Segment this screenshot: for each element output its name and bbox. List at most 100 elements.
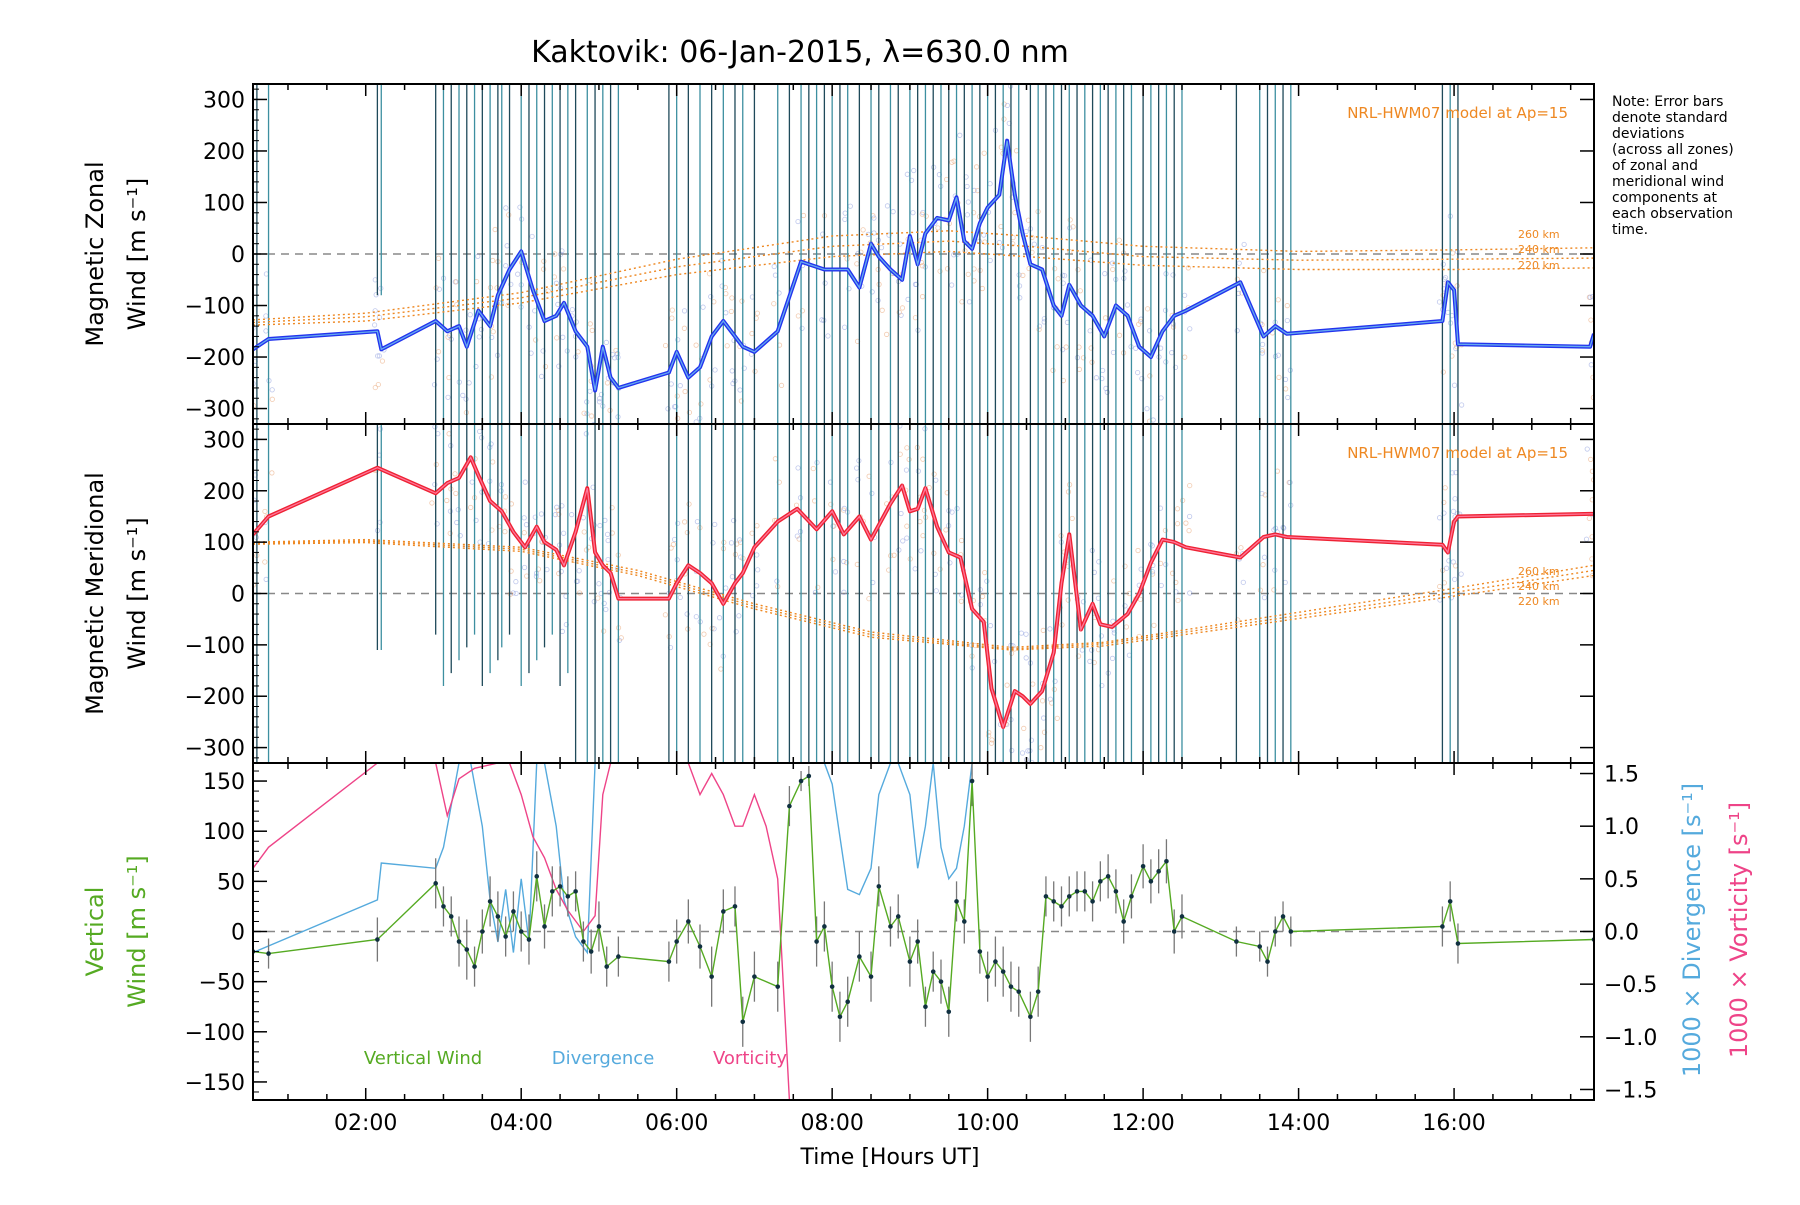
meridional-zone-point bbox=[556, 511, 562, 517]
zonal-zone-point bbox=[1075, 267, 1081, 273]
meridional-zone-point bbox=[1261, 554, 1268, 560]
vertical-wind-point bbox=[721, 909, 726, 914]
zonal-zone-point bbox=[1104, 389, 1110, 395]
zonal-zone-point bbox=[569, 307, 575, 313]
meridional-zone-point bbox=[576, 568, 582, 574]
zonal-zone-point bbox=[475, 253, 481, 259]
right-axis-tick-label: 1.5 bbox=[1604, 763, 1639, 788]
meridional-y-label-line1: Magnetic Meridional bbox=[81, 472, 109, 715]
vertical-wind-point bbox=[534, 874, 540, 879]
zonal-zone-point bbox=[1055, 276, 1061, 282]
vertical-wind-point bbox=[1265, 959, 1270, 964]
zonal-zone-point bbox=[871, 230, 877, 236]
vertical-wind-point bbox=[1156, 869, 1161, 874]
zonal-zone-point bbox=[662, 342, 669, 349]
zonal-zone-point bbox=[1170, 272, 1176, 278]
zonal-zone-point bbox=[693, 419, 699, 424]
zonal-zone-point bbox=[573, 319, 579, 325]
zonal-zone-point bbox=[675, 337, 681, 343]
zonal-zone-point bbox=[919, 294, 926, 300]
meridional-zone-point bbox=[453, 490, 459, 497]
meridional-zone-point bbox=[737, 537, 743, 543]
vertical-wind-point bbox=[1028, 1014, 1033, 1020]
meridional-zone-point bbox=[1163, 561, 1169, 568]
zonal-zone-point bbox=[708, 294, 714, 300]
right-axis-tick-label: −1.5 bbox=[1604, 1078, 1657, 1103]
zonal-model-260-km bbox=[253, 230, 1594, 321]
meridional-zone-point bbox=[707, 641, 713, 647]
vertical-wind-point bbox=[581, 939, 586, 944]
vertical-wind-point bbox=[709, 974, 714, 979]
zonal-zone-point bbox=[587, 321, 593, 327]
meridional-wind-line-highlight bbox=[253, 455, 1594, 730]
zonal-zone-point bbox=[996, 239, 1002, 246]
zonal-zone-point bbox=[739, 298, 745, 304]
zonal-zone-point bbox=[719, 283, 725, 289]
zonal-zone-point bbox=[460, 392, 466, 398]
x-axis-label: Time [Hours UT] bbox=[800, 1145, 980, 1170]
zonal-zone-point bbox=[860, 227, 866, 233]
vertical-wind-point bbox=[1280, 914, 1286, 919]
meridional-zone-point bbox=[583, 431, 589, 437]
zonal-zone-point bbox=[1116, 237, 1122, 243]
vertical-y-label-line2: Wind [m s⁻¹] bbox=[123, 855, 151, 1007]
vertical-y-tick-label: −100 bbox=[185, 1021, 245, 1046]
vertical-wind-point bbox=[1105, 874, 1111, 879]
zonal-zone-point bbox=[1440, 261, 1446, 267]
meridional-zone-point bbox=[601, 600, 607, 607]
right-axis-tick-label: −1.0 bbox=[1604, 1026, 1657, 1051]
vertical-wind-point bbox=[448, 914, 454, 919]
meridional-zone-point bbox=[918, 548, 924, 554]
meridional-zone-point bbox=[1583, 536, 1590, 542]
meridional-zone-point bbox=[552, 512, 558, 518]
vertical-wind-point bbox=[829, 984, 835, 989]
zonal-zone-point bbox=[1284, 303, 1290, 309]
meridional-zone-point bbox=[989, 737, 995, 743]
zonal-zone-point bbox=[728, 308, 734, 315]
vertical-wind-point bbox=[464, 947, 470, 952]
meridional-zone-point bbox=[794, 533, 800, 539]
zonal-zone-point bbox=[1454, 283, 1460, 289]
zonal-zone-point bbox=[372, 384, 378, 391]
zonal-zone-point bbox=[1135, 369, 1141, 376]
vertical-wind-point bbox=[888, 924, 893, 929]
meridional-zone-point bbox=[1271, 587, 1277, 593]
zonal-zone-point bbox=[517, 204, 523, 210]
zonal-zone-point bbox=[869, 289, 875, 295]
meridional-zone-point bbox=[1096, 559, 1102, 565]
zonal-zone-point bbox=[436, 286, 442, 292]
meridional-zone-point bbox=[937, 566, 943, 572]
zonal-zone-point bbox=[591, 422, 597, 424]
meridional-zone-point bbox=[984, 578, 990, 584]
vertical-wind-point bbox=[456, 939, 462, 944]
meridional-zone-point bbox=[841, 558, 847, 565]
zonal-zone-point bbox=[675, 415, 681, 421]
vertical-wind-point bbox=[1090, 899, 1095, 904]
x-tick-label: 02:00 bbox=[334, 1111, 397, 1136]
meridional-zone-point bbox=[728, 540, 735, 546]
zonal-zone-point bbox=[1436, 299, 1443, 305]
meridional-zone-point bbox=[686, 501, 692, 507]
zonal-zone-point bbox=[1059, 272, 1066, 278]
zonal-zone-point bbox=[1060, 347, 1066, 353]
zonal-zone-point bbox=[682, 388, 688, 395]
vertical-wind-point bbox=[1288, 929, 1294, 934]
meridional-zone-point bbox=[1452, 496, 1458, 502]
zonal-alt-label-1: 240 km bbox=[1518, 243, 1560, 256]
meridional-zone-point bbox=[457, 533, 463, 539]
zonal-zone-point bbox=[269, 396, 275, 402]
zonal-zone-point bbox=[1170, 324, 1177, 330]
zonal-zone-point bbox=[581, 410, 587, 416]
note-line: meridional wind bbox=[1612, 174, 1724, 190]
vertical-wind-point bbox=[868, 974, 874, 979]
meridional-zone-point bbox=[377, 426, 383, 432]
axes-layer: 300 200 100 0 −100 −200 −300 Magnetic Zonal Wind… bbox=[81, 83, 1753, 1136]
meridional-zone-point bbox=[1450, 559, 1456, 565]
zonal-zone-point bbox=[1459, 402, 1465, 408]
note-line: (across all zones) bbox=[1612, 142, 1734, 158]
meridional-zone-point bbox=[1069, 515, 1075, 522]
meridional-y-tick-label: 200 bbox=[203, 480, 245, 505]
meridional-zone-point bbox=[736, 613, 742, 619]
zonal-zone-point bbox=[1440, 369, 1446, 375]
zonal-zone-point bbox=[724, 343, 730, 349]
